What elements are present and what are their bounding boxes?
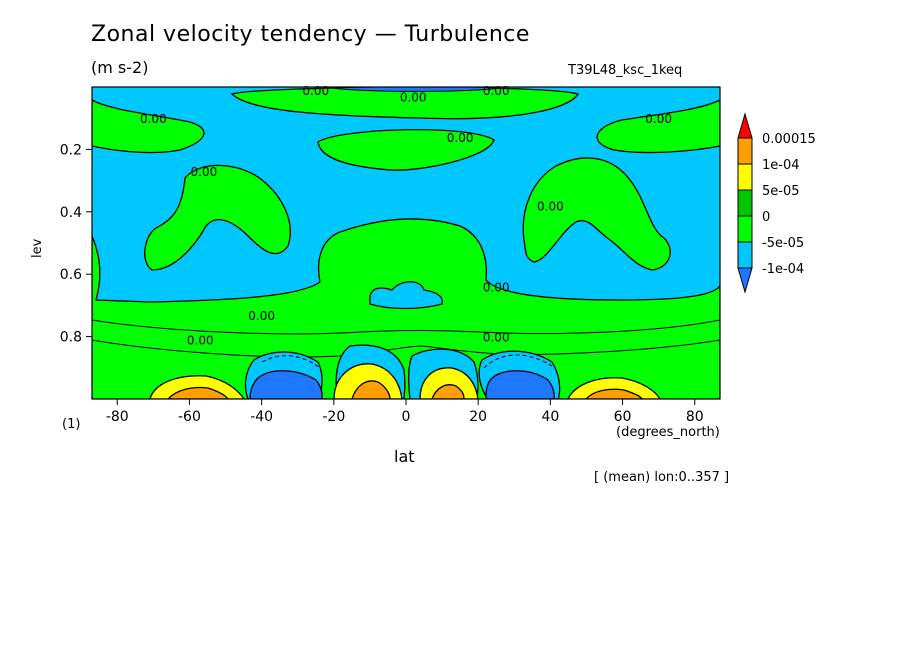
contour-label: 0.00 [187, 334, 214, 348]
colorbar-segment [737, 163, 753, 191]
strong-positive-nh-2 [585, 388, 643, 399]
strong-positive-eq-s2 [351, 380, 391, 399]
positive-region-lower-mid [92, 319, 720, 358]
contour-label: 0.00 [400, 90, 427, 104]
contour-label: 0.00 [248, 309, 275, 323]
x-tick-label: -80 [106, 409, 129, 425]
strong-negative-nh [485, 370, 555, 399]
contour-fields [92, 87, 720, 399]
colorbar-top-arrow [737, 112, 753, 139]
colorbar-label: -1e-04 [762, 262, 804, 277]
colorbar-label: -5e-05 [762, 236, 804, 251]
contour-label: 0.00 [537, 200, 564, 214]
negative-region-equator-hole [369, 281, 443, 310]
contour-label: 0.00 [483, 281, 510, 295]
x-tick-label: 20 [469, 409, 487, 425]
positive-region-upper-center [317, 129, 495, 171]
positive-region-sh-midlat [144, 164, 291, 271]
y-tick-label: 0.8 [60, 330, 82, 346]
contour-label: 0.00 [191, 165, 218, 179]
contour-label: 0.00 [302, 84, 329, 98]
y-tick-label: 0.6 [60, 267, 82, 283]
contour-label: 0.00 [645, 112, 672, 126]
strong-positive-eq-n2 [431, 384, 465, 399]
positive-region-sh-pole [92, 99, 205, 154]
positive-region-nh-pole [596, 99, 720, 154]
strong-positive-eq-n1 [419, 367, 479, 399]
negative-region-top [329, 87, 501, 92]
averaging-note: [ (mean) lon:0..357 ] [594, 470, 730, 485]
colorbar-segment [737, 215, 753, 243]
experiment-label: T39L48_ksc_1keq [568, 63, 683, 78]
strong-positive-nh-1 [567, 377, 661, 399]
x-tick-label: -60 [178, 409, 201, 425]
strong-negative-sh [249, 370, 323, 399]
dashed-contour-nh [483, 354, 553, 369]
contour-label: 0.00 [447, 131, 474, 145]
positive-region-nh-midlat [522, 157, 671, 271]
contour-label: 0.00 [483, 84, 510, 98]
x-tick-label: -40 [250, 409, 273, 425]
x-tick-label: 60 [614, 409, 632, 425]
colorbar-label: 5e-05 [762, 184, 800, 199]
chart-units: (m s-2) [91, 58, 149, 77]
colorbar-segment [737, 137, 753, 165]
y-axis-label: lev [30, 238, 45, 258]
x-tick-label: 80 [686, 409, 704, 425]
colorbar-segment [737, 241, 753, 269]
colorbar-label: 1e-04 [762, 158, 800, 173]
colorbar-segment [737, 189, 753, 217]
colorbar-label: 0.00015 [762, 132, 816, 147]
colorbar-bottom-arrow [737, 267, 753, 294]
x-tick-label: 0 [402, 409, 411, 425]
chart-title: Zonal velocity tendency — Turbulence [91, 22, 530, 47]
x-tick-label: -20 [322, 409, 345, 425]
x-tick-label: 40 [541, 409, 559, 425]
y-tick-label: 0.2 [60, 142, 82, 158]
colorbar-label: 0 [762, 210, 770, 225]
x-axis-label: lat [394, 447, 415, 466]
contour-label: 0.00 [140, 112, 167, 126]
y-units-label: (1) [62, 417, 81, 432]
contour-label: 0.00 [483, 331, 510, 345]
x-units-label: (degrees_north) [616, 425, 720, 440]
y-tick-label: 0.4 [60, 205, 82, 221]
strong-positive-sh-2 [167, 386, 229, 399]
dashed-contour-sh [261, 355, 321, 369]
